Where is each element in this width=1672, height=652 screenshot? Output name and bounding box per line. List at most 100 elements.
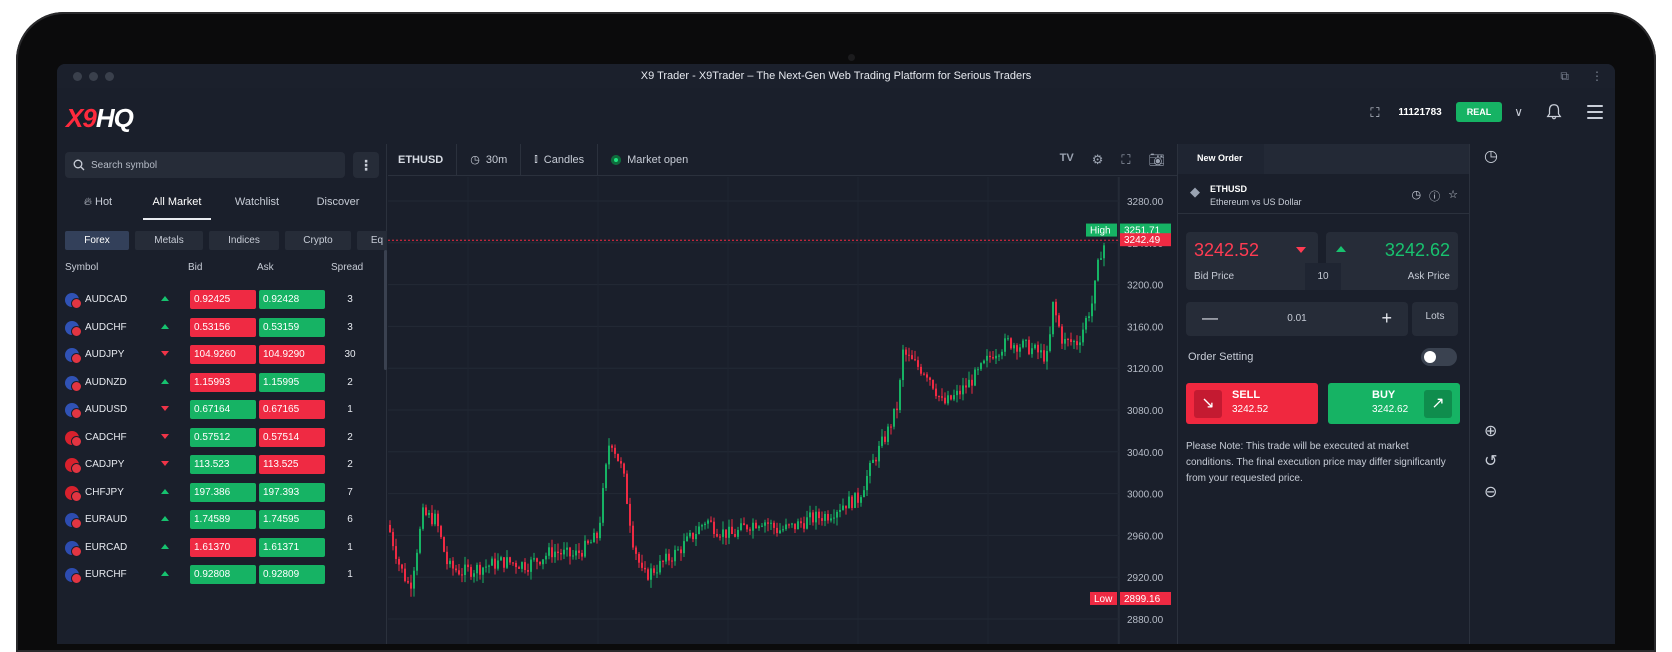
interval-selector[interactable]: ◷ 30m: [457, 143, 522, 176]
chart-type-selector[interactable]: ⫾ Candles: [521, 143, 599, 176]
bid-cell[interactable]: 104.9260: [190, 345, 256, 364]
candle-body: [434, 513, 436, 525]
plus-button[interactable]: +: [1381, 308, 1392, 328]
window-controls[interactable]: [73, 72, 114, 81]
col-ask[interactable]: Ask: [257, 262, 274, 273]
bid-cell[interactable]: 0.67164: [190, 400, 256, 419]
search-input[interactable]: [91, 159, 331, 171]
scrollbar[interactable]: [384, 250, 387, 370]
table-row[interactable]: AUDCAD 0.92425 0.92428 3: [57, 287, 387, 315]
star-icon[interactable]: ☆: [1448, 189, 1458, 201]
zoom-out-icon[interactable]: ⊖: [1484, 484, 1498, 501]
category-equities[interactable]: Eq: [357, 231, 387, 250]
extension-icon[interactable]: ⧉: [1560, 69, 1569, 83]
bid-cell[interactable]: 113.523: [190, 455, 256, 474]
table-row[interactable]: AUDJPY 104.9260 104.9290 30: [57, 342, 387, 370]
fullscreen-icon[interactable]: ⛶: [1121, 152, 1131, 167]
tradingview-logo-icon[interactable]: TV: [1059, 152, 1074, 164]
bid-price-box[interactable]: 3242.52 Bid Price: [1186, 232, 1318, 290]
ethereum-icon: ◆: [1190, 184, 1200, 199]
ask-cell[interactable]: 197.393: [259, 482, 325, 502]
category-crypto[interactable]: Crypto: [285, 231, 351, 250]
candlestick-chart[interactable]: 3280.003240.003200.003160.003120.003080.…: [388, 177, 1177, 644]
ask-cell[interactable]: 0.67165: [259, 400, 325, 419]
logo[interactable]: X9HQ: [66, 103, 134, 133]
spread-cell: 2: [347, 459, 353, 470]
minus-button[interactable]: —: [1202, 310, 1218, 327]
reset-icon[interactable]: ↺: [1484, 453, 1498, 470]
more-vertical-icon[interactable]: ⋮: [1591, 69, 1603, 83]
tab-discover[interactable]: Discover: [316, 196, 360, 208]
timer-icon[interactable]: ◷: [1411, 189, 1422, 201]
table-row[interactable]: AUDUSD 0.67164 0.67165 1: [57, 397, 387, 425]
table-row[interactable]: AUDCHF 0.53156 0.53159 3: [57, 315, 387, 343]
candle-body: [560, 552, 562, 555]
market-tabs: 🔥︎ Hot All Market Watchlist Discover: [57, 188, 387, 220]
table-row[interactable]: AUDNZD 1.15993 1.15995 2: [57, 370, 387, 398]
candle-body: [767, 522, 769, 524]
ask-price-box[interactable]: 3242.62 Ask Price: [1326, 232, 1458, 290]
table-row[interactable]: CADJPY 113.523 113.525 2: [57, 452, 387, 480]
tab-watchlist[interactable]: Watchlist: [234, 196, 280, 208]
candle-body: [1037, 344, 1039, 353]
bid-cell[interactable]: 0.92808: [190, 565, 256, 584]
chart-symbol[interactable]: ETHUSD: [388, 143, 458, 176]
minimize-dot[interactable]: [89, 72, 98, 81]
table-row[interactable]: EURCHF 0.92808 0.92809 1: [57, 562, 387, 590]
ask-cell[interactable]: 104.9290: [259, 345, 325, 364]
zoom-in-icon[interactable]: ⊕: [1484, 423, 1498, 440]
lots-unit[interactable]: Lots: [1412, 302, 1458, 336]
bell-icon[interactable]: [1545, 103, 1563, 121]
stopwatch-icon[interactable]: ◷: [1484, 148, 1498, 165]
bid-cell[interactable]: 1.15993: [190, 372, 256, 392]
col-spread[interactable]: Spread: [331, 262, 364, 273]
search-box[interactable]: [65, 152, 345, 178]
tab-new-order[interactable]: New Order: [1178, 144, 1264, 174]
sell-button[interactable]: ↘ SELL 3242.52: [1186, 383, 1318, 424]
table-row[interactable]: EURCAD 1.61370 1.61371 1: [57, 535, 387, 563]
ask-cell[interactable]: 0.92428: [259, 290, 325, 309]
fullscreen-icon[interactable]: ⛶: [1370, 105, 1380, 120]
candle-body: [632, 525, 634, 548]
ask-cell[interactable]: 1.74595: [259, 510, 325, 529]
gear-icon[interactable]: ⚙: [1091, 152, 1104, 167]
bid-cell[interactable]: 0.53156: [190, 317, 256, 337]
maximize-dot[interactable]: [105, 72, 114, 81]
col-bid[interactable]: Bid: [188, 262, 203, 273]
candle-body: [416, 552, 418, 571]
ask-cell[interactable]: 0.53159: [259, 317, 325, 337]
tab-hot[interactable]: 🔥︎ Hot: [83, 196, 113, 208]
bid-cell[interactable]: 1.61370: [190, 537, 256, 557]
more-options-button[interactable]: ⋮: [353, 152, 379, 178]
table-row[interactable]: CHFJPY 197.386 197.393 7: [57, 480, 387, 508]
account-type-badge[interactable]: REAL: [1455, 102, 1503, 122]
ask-cell[interactable]: 0.57514: [259, 427, 325, 447]
bid-cell[interactable]: 0.92425: [190, 290, 256, 309]
info-icon[interactable]: ⓘ: [1429, 191, 1441, 203]
ask-cell[interactable]: 0.92809: [259, 565, 325, 584]
category-metals[interactable]: Metals: [135, 231, 203, 250]
camera-icon[interactable]: 📷︎: [1148, 152, 1165, 167]
candle-body: [1076, 341, 1078, 346]
category-forex[interactable]: Forex: [65, 231, 129, 250]
quantity-input[interactable]: 0.01: [1287, 313, 1307, 324]
close-dot[interactable]: [73, 72, 82, 81]
candle-body: [947, 395, 949, 404]
candle-body: [626, 473, 628, 504]
bid-cell[interactable]: 1.74589: [190, 510, 256, 529]
candle-body: [539, 561, 541, 565]
hamburger-menu-icon[interactable]: [1587, 105, 1603, 119]
table-row[interactable]: CADCHF 0.57512 0.57514 2: [57, 425, 387, 453]
order-setting-toggle[interactable]: [1421, 348, 1457, 366]
ask-cell[interactable]: 1.61371: [259, 537, 325, 557]
table-row[interactable]: EURAUD 1.74589 1.74595 6: [57, 507, 387, 535]
bid-cell[interactable]: 0.57512: [190, 427, 256, 447]
ask-cell[interactable]: 113.525: [259, 455, 325, 474]
chevron-down-icon[interactable]: ∨: [1514, 105, 1523, 119]
bid-cell[interactable]: 197.386: [190, 482, 256, 502]
col-symbol[interactable]: Symbol: [65, 262, 99, 273]
buy-button[interactable]: BUY 3242.62 ↗: [1328, 383, 1460, 424]
ask-cell[interactable]: 1.15995: [259, 372, 325, 392]
category-indices[interactable]: Indices: [209, 231, 279, 250]
tab-all-market[interactable]: All Market: [143, 188, 211, 220]
